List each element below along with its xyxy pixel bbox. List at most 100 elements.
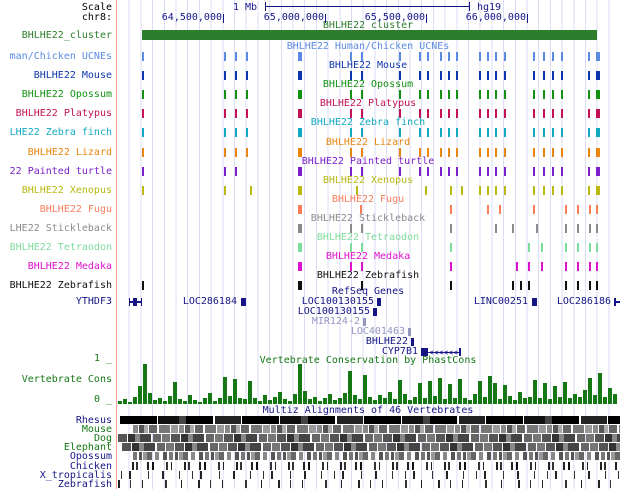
conservation-bar[interactable]: [408, 400, 412, 404]
ucne-element[interactable]: [533, 186, 535, 195]
ucne-element[interactable]: [561, 148, 563, 157]
alignment-row-elephant[interactable]: [122, 443, 620, 451]
ucne-element[interactable]: [596, 128, 600, 137]
gene-exon[interactable]: [411, 338, 414, 346]
conservation-bar[interactable]: [593, 395, 597, 404]
ucne-element[interactable]: [235, 128, 237, 137]
ucne-element[interactable]: [450, 262, 452, 271]
ucne-element[interactable]: [504, 128, 506, 137]
ucne-element[interactable]: [495, 148, 497, 157]
gene-label[interactable]: BHLHE22: [365, 336, 408, 347]
ucne-element[interactable]: [456, 167, 458, 176]
ucne-element[interactable]: [499, 205, 501, 214]
ucne-element[interactable]: [589, 224, 591, 233]
ucne-element[interactable]: [456, 71, 458, 80]
conservation-bar[interactable]: [128, 402, 132, 404]
ucne-element[interactable]: [235, 109, 237, 118]
ucne-element[interactable]: [361, 109, 363, 118]
conservation-bar[interactable]: [198, 402, 202, 404]
ucne-element[interactable]: [596, 71, 600, 80]
conservation-bar[interactable]: [383, 398, 387, 404]
conservation-bar[interactable]: [378, 395, 382, 404]
conservation-bar[interactable]: [553, 386, 557, 404]
conservation-bar[interactable]: [318, 401, 322, 404]
ucne-element[interactable]: [543, 52, 545, 61]
ucne-element[interactable]: [224, 186, 226, 195]
ucne-element[interactable]: [361, 90, 363, 99]
ucne-element[interactable]: [543, 148, 545, 157]
conservation-bar[interactable]: [243, 399, 247, 404]
gene-exon[interactable]: [532, 298, 537, 306]
ucne-element[interactable]: [361, 148, 363, 157]
ucne-element[interactable]: [512, 224, 514, 233]
conservation-bar[interactable]: [463, 398, 467, 404]
ucne-element[interactable]: [495, 90, 497, 99]
conservation-bar[interactable]: [188, 395, 192, 404]
ucne-element[interactable]: [142, 109, 144, 118]
conservation-bar[interactable]: [288, 401, 292, 404]
conservation-bar[interactable]: [398, 380, 402, 404]
ucne-element[interactable]: [533, 128, 535, 137]
ucne-element[interactable]: [224, 52, 226, 61]
ucne-element[interactable]: [596, 148, 600, 157]
conservation-bar[interactable]: [238, 398, 242, 404]
ucne-element[interactable]: [440, 128, 442, 137]
ucne-element[interactable]: [399, 71, 401, 80]
ucne-element[interactable]: [399, 167, 401, 176]
gene-label[interactable]: LOC286186: [556, 296, 611, 307]
conservation-bar[interactable]: [448, 384, 452, 404]
ucne-element[interactable]: [142, 186, 144, 195]
ucne-element[interactable]: [541, 262, 543, 271]
ucne-element[interactable]: [577, 243, 579, 252]
ucne-element[interactable]: [516, 262, 518, 271]
gene-label[interactable]: CYP7B1: [381, 346, 418, 357]
ucne-element[interactable]: [350, 52, 352, 61]
ucne-element[interactable]: [561, 52, 563, 61]
ucne-element[interactable]: [487, 71, 489, 80]
conservation-bar[interactable]: [458, 379, 462, 404]
conservation-bar[interactable]: [388, 392, 392, 404]
ucne-element[interactable]: [596, 109, 600, 118]
ucne-element[interactable]: [440, 90, 442, 99]
conservation-bar[interactable]: [568, 398, 572, 404]
ucne-element[interactable]: [552, 167, 554, 176]
track-title[interactable]: BHLHE22 Opossum: [322, 79, 414, 90]
ucne-element[interactable]: [589, 243, 591, 252]
conservation-bar[interactable]: [393, 399, 397, 404]
species-label[interactable]: Opossum: [69, 451, 112, 462]
ucne-element[interactable]: [298, 167, 302, 176]
ucne-element[interactable]: [298, 90, 302, 99]
conservation-bar[interactable]: [608, 388, 612, 404]
ucne-element[interactable]: [596, 52, 600, 61]
track-title[interactable]: BHLHE22 Painted turtle: [301, 156, 435, 167]
gene-exon[interactable]: [363, 318, 366, 326]
ucne-element[interactable]: [246, 52, 248, 61]
gene-end-tick[interactable]: [614, 298, 616, 306]
ucne-element[interactable]: [577, 281, 579, 290]
conservation-bar[interactable]: [403, 394, 407, 404]
ucne-element[interactable]: [224, 109, 226, 118]
ucne-element[interactable]: [561, 109, 563, 118]
ucne-element[interactable]: [533, 52, 535, 61]
conservation-bar[interactable]: [518, 392, 522, 404]
ucne-element[interactable]: [246, 128, 248, 137]
ucne-element[interactable]: [533, 109, 535, 118]
conservation-bar[interactable]: [598, 373, 602, 404]
ucne-element[interactable]: [142, 167, 144, 176]
gene-label[interactable]: LOC100130155: [301, 296, 374, 307]
gene-intron-line[interactable]: [428, 352, 459, 353]
conservation-bar[interactable]: [208, 393, 212, 404]
ucne-element[interactable]: [495, 224, 497, 233]
ucne-element[interactable]: [350, 109, 352, 118]
ucne-element[interactable]: [440, 71, 442, 80]
ucne-element[interactable]: [495, 186, 497, 195]
conservation-bar[interactable]: [418, 383, 422, 404]
ucne-element[interactable]: [536, 224, 538, 233]
ucne-element[interactable]: [479, 128, 481, 137]
ucne-element[interactable]: [495, 71, 497, 80]
conservation-bar[interactable]: [193, 400, 197, 404]
ucne-element[interactable]: [504, 71, 506, 80]
ucne-element[interactable]: [440, 148, 442, 157]
ucne-element[interactable]: [246, 109, 248, 118]
ucne-element[interactable]: [142, 52, 144, 61]
